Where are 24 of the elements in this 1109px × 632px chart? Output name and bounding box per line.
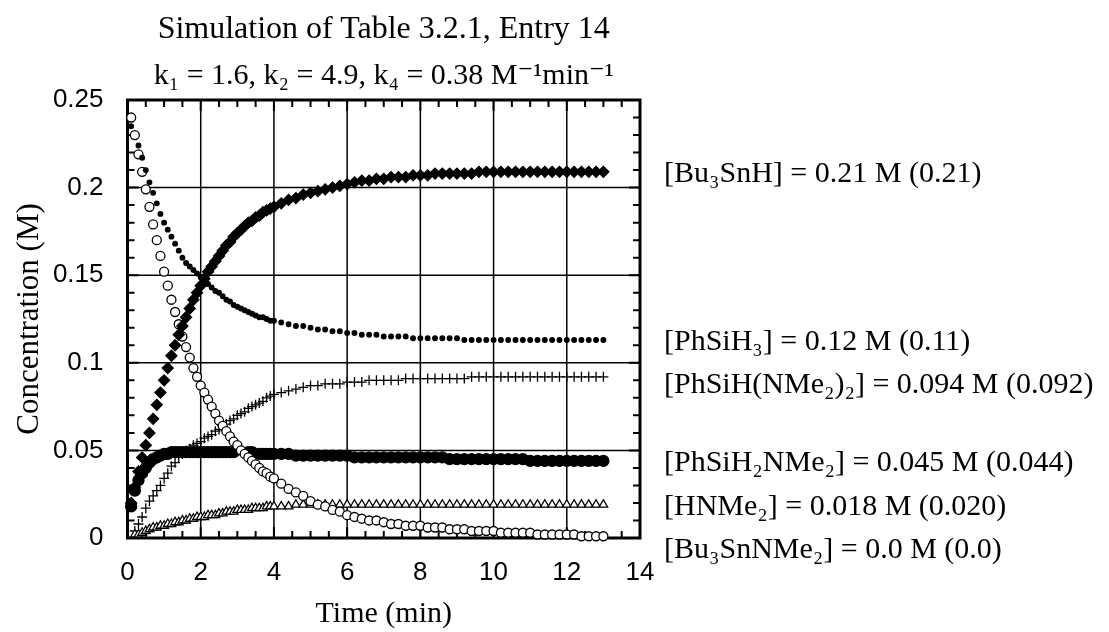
legend-label: [Bu₃SnNMe₂] = 0.0 M (0.0) [664, 530, 1002, 564]
y-tick-label: 0.2 [67, 170, 104, 201]
legend-label: [Bu₃SnH] = 0.21 M (0.21) [664, 154, 982, 188]
chart-subtitle: k₁ = 1.6, k₂ = 4.9, k₄ = 0.38 M⁻¹min⁻¹ [153, 57, 614, 90]
x-axis-title: Time (min) [315, 595, 452, 628]
legend-label: [PhSiH(NMe₂)₂] = 0.094 M (0.092) [664, 366, 1094, 400]
x-tick-label: 6 [339, 555, 355, 586]
x-tick-label: 10 [479, 555, 509, 586]
legend-label: [PhSiH₃] = 0.12 M (0.11) [664, 323, 971, 357]
x-tick-label: 2 [193, 555, 208, 586]
x-tick-label: 14 [625, 555, 655, 586]
legend-label: [HNMe₂] = 0.018 M (0.020) [664, 487, 1007, 521]
y-tick-label: 0.05 [52, 433, 104, 464]
legend-label: [PhSiH₂NMe₂] = 0.045 M (0.044) [664, 443, 1074, 477]
x-tick-label: 0 [120, 555, 135, 586]
chart-title: Simulation of Table 3.2.1, Entry 14 [157, 9, 610, 45]
y-tick-label: 0.25 [52, 83, 104, 114]
y-axis-title: Concentration (M) [9, 203, 45, 435]
y-tick-label: 0 [89, 521, 104, 552]
y-tick-label: 0.15 [52, 258, 104, 289]
y-tick-label: 0.1 [67, 345, 104, 376]
x-tick-label: 12 [552, 555, 582, 586]
x-tick-label: 8 [413, 555, 428, 586]
x-tick-label: 4 [266, 555, 282, 586]
